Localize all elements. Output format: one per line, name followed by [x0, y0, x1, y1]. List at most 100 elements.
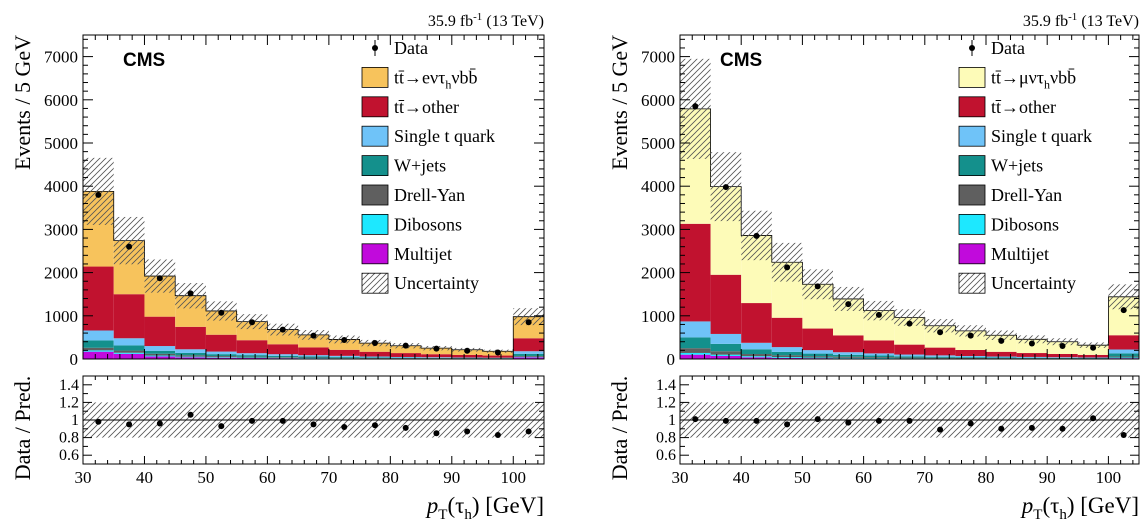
- bar-single_t-bin-6: [267, 354, 298, 356]
- bar-wjets-bin-8: [925, 357, 956, 358]
- bar-wjets-bin-1: [711, 344, 742, 351]
- bar-single_t-bin-12: [452, 358, 483, 359]
- bar-multijet-bin-0: [83, 352, 114, 359]
- cms-logo: CMS: [123, 50, 165, 71]
- data-point-13: [1090, 345, 1096, 351]
- legend-label-text: W+jets: [394, 156, 446, 176]
- bar-dibosons-bin-2: [144, 356, 175, 357]
- y-tick-label: 0: [667, 350, 676, 369]
- x-tick-label: 100: [501, 468, 527, 487]
- ratio-point-4: [218, 423, 224, 429]
- data-point-2: [157, 275, 163, 281]
- bar-single_t-bin-9: [360, 356, 391, 357]
- bar-ttbar_other-bin-1: [114, 294, 145, 338]
- bar-wjets-bin-7: [894, 356, 925, 357]
- x-tick-label: 60: [855, 468, 872, 487]
- x-axis-title-sub: T: [438, 507, 447, 519]
- bar-dibosons-bin-3: [772, 357, 803, 358]
- energy-label: (13 TeV): [482, 13, 544, 30]
- ratio-y-tick-label: 0.6: [656, 447, 676, 464]
- bar-wjets-bin-5: [237, 355, 268, 357]
- legend-label-dibosons: Dibosons: [394, 214, 462, 234]
- data-point-14: [1121, 307, 1127, 313]
- data-point-4: [218, 310, 224, 316]
- legend-label-dibosons: Dibosons: [991, 214, 1059, 234]
- bar-ttbar_other-bin-13: [483, 356, 514, 358]
- bar-single_t-bin-7: [298, 355, 329, 356]
- legend-label-wjets: W+jets: [394, 156, 446, 176]
- bar-drell_yan-bin-1: [711, 351, 742, 354]
- bar-ttbar_other-bin-11: [421, 354, 452, 357]
- data-point-7: [311, 333, 317, 339]
- y-tick-label: 4000: [44, 177, 78, 196]
- ratio-point-7: [907, 418, 913, 424]
- bar-single_t-bin-5: [237, 353, 268, 355]
- x-tick-label: 50: [197, 468, 214, 487]
- data-point-12: [1060, 343, 1066, 349]
- bar-single_t-bin-14: [513, 351, 544, 354]
- bar-single_t-bin-7: [894, 355, 925, 357]
- ratio-point-4: [815, 416, 821, 422]
- ratio-point-12: [1060, 426, 1066, 432]
- y-tick-label: 5000: [641, 134, 675, 153]
- data-point-9: [372, 340, 378, 346]
- ratio-y-tick-label: 1.2: [656, 394, 676, 411]
- bar-dibosons-bin-2: [741, 356, 772, 357]
- x-tick-label: 30: [672, 468, 689, 487]
- legend-label-ttbar_other: tt̄→other: [394, 97, 459, 117]
- bar-drell_yan-bin-1: [114, 351, 145, 353]
- bar-dibosons-bin-4: [206, 357, 237, 358]
- ratio-y-tick-label: 0.8: [656, 430, 676, 447]
- ratio-point-3: [188, 412, 194, 418]
- legend-label-text: Dibosons: [394, 214, 462, 234]
- data-point-11: [1029, 340, 1035, 346]
- bar-drell_yan-bin-7: [298, 358, 329, 359]
- legend-marker-data: [372, 45, 378, 51]
- y-tick-label: 6000: [641, 91, 675, 110]
- y-axis-title: Events / 5 GeV: [607, 35, 632, 170]
- bar-wjets-bin-6: [267, 356, 298, 357]
- data-point-1: [126, 244, 132, 250]
- bar-wjets-bin-4: [206, 354, 237, 356]
- bar-wjets-bin-2: [741, 349, 772, 354]
- ratio-y-tick-label: 1.2: [59, 394, 79, 411]
- legend-label-text: Multijet: [394, 244, 452, 264]
- bar-drell_yan-bin-14: [1108, 356, 1139, 357]
- legend-label-ttbar_signal: tt̄→eντhνbb̄: [394, 67, 478, 91]
- x-tick-label: 70: [320, 468, 337, 487]
- x-tick-label: 90: [443, 468, 460, 487]
- x-axis-title-p: p: [425, 493, 439, 518]
- bar-single_t-bin-1: [711, 334, 742, 344]
- bar-single_t-bin-12: [1047, 357, 1078, 358]
- data-point-0: [95, 192, 101, 198]
- data-point-8: [937, 329, 943, 335]
- y-tick-label: 4000: [641, 177, 675, 196]
- legend-box-multijet: [362, 244, 388, 264]
- bar-single_t-bin-6: [864, 353, 895, 355]
- x-tick-label: 40: [733, 468, 750, 487]
- bar-ttbar_other-bin-9: [955, 350, 986, 356]
- bar-wjets-bin-9: [360, 357, 391, 358]
- bar-wjets-bin-12: [1047, 358, 1078, 359]
- bar-ttbar_other-bin-3: [772, 318, 803, 347]
- legend-label-text: Uncertainty: [991, 273, 1076, 293]
- data-point-5: [845, 301, 851, 307]
- ratio-point-2: [754, 418, 760, 424]
- ratio-point-12: [464, 428, 470, 434]
- legend-label-text: Data: [991, 38, 1025, 58]
- legend-label-text: Data: [394, 38, 428, 58]
- legend-label-tail: νbb̄: [451, 67, 477, 87]
- bar-wjets-bin-8: [329, 357, 360, 358]
- bar-single_t-bin-4: [206, 352, 237, 355]
- bar-single_t-bin-2: [144, 346, 175, 351]
- bar-multijet-bin-0: [680, 355, 711, 359]
- ratio-point-13: [495, 432, 501, 438]
- x-axis-title-tau: (τ: [447, 493, 464, 518]
- data-point-4: [815, 283, 821, 289]
- energy-label: (13 TeV): [1077, 13, 1139, 30]
- bar-single_t-bin-11: [1017, 357, 1048, 358]
- bar-ttbar_other-bin-8: [925, 348, 956, 356]
- legend-label-tail: νbb̄: [1050, 67, 1076, 87]
- bar-dibosons-bin-1: [114, 353, 145, 354]
